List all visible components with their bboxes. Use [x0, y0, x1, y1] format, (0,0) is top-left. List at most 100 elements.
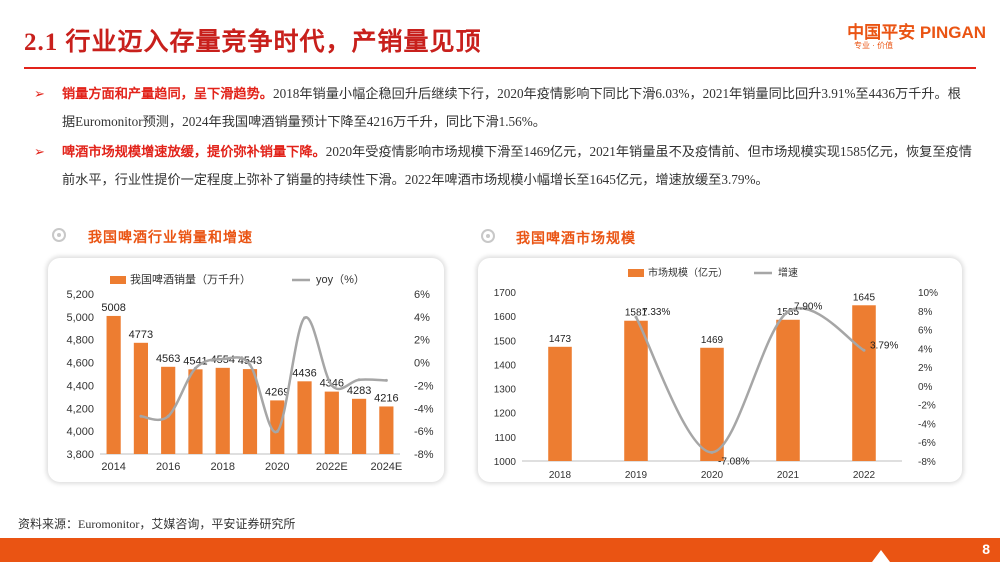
footer-bar — [0, 538, 1000, 562]
bar — [852, 305, 876, 461]
bar — [133, 342, 148, 454]
y-left-tick-label: 1000 — [494, 457, 517, 468]
bar-value-label: 4563 — [156, 353, 180, 365]
y-right-tick-label: 10% — [918, 288, 938, 299]
logo-slogan: 专业 · 价值 — [854, 41, 894, 50]
y-left-tick-label: 4,600 — [66, 358, 94, 370]
y-right-tick-label: -8% — [414, 449, 434, 461]
x-tick-label: 2020 — [701, 470, 724, 481]
y-right-tick-label: 4% — [414, 312, 430, 324]
line-point — [786, 310, 790, 314]
left-chart-panel: 3,800 4,000 4,200 4,400 4,600 4,800 5,000 5,200… — [48, 258, 444, 482]
bar-value-label: 1473 — [549, 334, 572, 345]
bar — [352, 398, 367, 454]
title-divider — [24, 67, 976, 69]
y-left-tick-label: 3,800 — [66, 449, 94, 461]
legend-line-label: 增速 — [778, 266, 798, 279]
y-right-tick-label: -8% — [918, 457, 936, 468]
line-point — [330, 383, 334, 387]
line-point — [221, 357, 225, 361]
page-title: 2.1 行业迈入存量竞争时代，产销量见顶 — [24, 29, 482, 56]
bar-value-label: 1581 — [625, 308, 648, 319]
bar — [242, 369, 258, 454]
target-icon — [52, 228, 66, 242]
bar — [548, 346, 572, 461]
bar-value-label: 4436 — [292, 367, 316, 379]
logo-text: 中国平安 PINGAN — [847, 23, 986, 42]
x-tick-label: 2019 — [625, 470, 648, 481]
bar — [188, 369, 203, 454]
y-right-tick-label: 2% — [414, 335, 430, 347]
source-note: 资料来源：Euromonitor，艾媒咨询，平安证券研究所 — [18, 517, 296, 531]
y-right-tick-label: -6% — [918, 438, 936, 449]
y-right-tick-label: -2% — [918, 401, 936, 412]
y-left-tick-label: 1200 — [494, 409, 517, 420]
right-chart-panel: 1000 1100 1200 1300 1400 1500 1600 1700 -8% -6% -4… — [478, 258, 962, 482]
legend-line-label: yoy（%） — [316, 273, 365, 286]
bar — [776, 319, 800, 461]
market-size-chart: 1000 1100 1200 1300 1400 1500 1600 1700 -8% -6% -4… — [494, 266, 938, 481]
x-tick-label: 2018 — [210, 461, 234, 473]
line-point — [275, 429, 279, 433]
bullet-text: 2020年受疫情影响市场规模下滑至1469亿元，2021年销量虽不及疫情前、但市… — [62, 144, 972, 187]
bar — [324, 391, 339, 454]
bar — [297, 381, 312, 454]
yoy-line — [634, 307, 865, 454]
summary-bullets: ➢ 销量方面和产量趋同，呈下滑趋势。2018年销量小幅企稳回升后继续下行，202… — [32, 80, 972, 196]
page-number: 8 — [982, 541, 990, 557]
y-left-tick-label: 1100 — [494, 433, 516, 444]
line-point — [139, 414, 143, 418]
bullet-sales-volume: ➢ 销量方面和产量趋同，呈下滑趋势。2018年销量小幅企稳回升后继续下行，202… — [32, 80, 972, 136]
y-left-tick-label: 1600 — [494, 312, 517, 323]
bar-value-label: 4269 — [265, 386, 289, 398]
line-point — [303, 316, 307, 320]
y-left-tick-label: 1400 — [494, 360, 517, 371]
line-point — [862, 348, 866, 352]
legend-bar-label: 我国啤酒销量（万千升） — [130, 272, 251, 286]
y-left-tick-label: 5,200 — [66, 289, 94, 301]
bar-value-label: 4216 — [374, 392, 398, 404]
y-right-tick-label: -4% — [414, 403, 434, 415]
left-chart-title: 我国啤酒行业销量和增速 — [88, 229, 253, 245]
x-tick-label: 2014 — [101, 461, 125, 473]
line-point — [634, 315, 638, 319]
y-right-tick-label: -4% — [918, 419, 936, 430]
line-point — [384, 378, 388, 382]
bar — [106, 315, 121, 454]
x-tick-label: 2021 — [777, 470, 800, 481]
arrow-bullet-icon: ➢ — [34, 86, 45, 101]
line-point — [248, 363, 252, 367]
x-tick-label: 2022 — [853, 470, 876, 481]
bar — [700, 347, 724, 461]
legend-bar-swatch — [110, 276, 126, 284]
y-right-tick-label: 2% — [918, 363, 933, 374]
y-right-tick-label: -2% — [414, 380, 434, 392]
y-right-tick-label: 4% — [918, 344, 933, 355]
right-chart-title: 我国啤酒市场规模 — [516, 230, 636, 246]
bullet-lead: 啤酒市场规模增速放缓，提价弥补销量下降。 — [62, 144, 326, 159]
bar — [215, 367, 230, 454]
bar — [379, 406, 394, 454]
y-left-tick-label: 1300 — [494, 385, 517, 396]
y-left-tick-label: 1500 — [494, 336, 517, 347]
bar-value-label: 1645 — [853, 292, 876, 303]
y-right-tick-label: 6% — [918, 326, 933, 337]
footer-triangle-icon — [872, 550, 890, 562]
y-left-tick-label: 5,000 — [66, 312, 94, 324]
bar — [624, 320, 648, 461]
line-point — [166, 414, 170, 418]
bar — [161, 366, 176, 454]
y-right-tick-label: 8% — [918, 307, 933, 318]
bar-value-label: 4283 — [347, 385, 371, 397]
line-value-label: -7.08% — [718, 456, 750, 467]
x-tick-label: 2016 — [156, 461, 180, 473]
line-point — [193, 366, 197, 370]
bullet-lead: 销量方面和产量趋同，呈下滑趋势。 — [62, 86, 273, 101]
bar-value-label: 1469 — [701, 335, 724, 346]
y-left-tick-label: 4,000 — [66, 426, 94, 438]
pingan-logo: 中国平安 PINGAN 专业 · 价值 — [826, 14, 986, 54]
target-icon — [481, 229, 495, 243]
line-value-label: 7.90% — [794, 302, 822, 313]
y-left-tick-label: 4,400 — [66, 380, 94, 392]
y-right-tick-label: 0% — [918, 382, 933, 393]
